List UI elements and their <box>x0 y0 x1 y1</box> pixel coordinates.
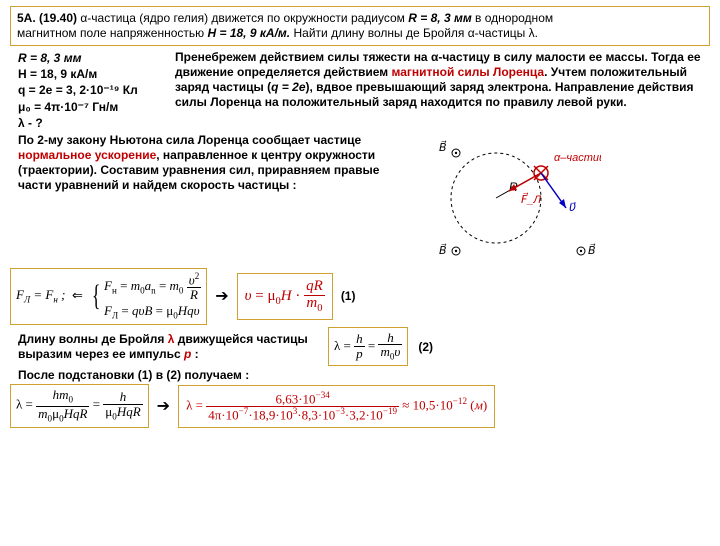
newton-highlight: нормальное ускорение <box>18 148 156 162</box>
given-and-explanation-row: R = 8, 3 мм H = 18, 9 кА/м q = 2e = 3, 2… <box>18 50 710 131</box>
svg-text:B⃗: B⃗ <box>439 243 447 257</box>
problem-statement: 5А. (19.40) α-частица (ядро гелия) движе… <box>10 6 710 46</box>
circular-motion-diagram: α–частица R F⃗_Л υ⃗ B⃗ B⃗ B⃗ <box>421 133 601 263</box>
problem-h: H = 18, 9 кА/м. <box>207 26 290 40</box>
de-broglie-text: Длину волны де Бройля λ движущейся части… <box>18 332 318 362</box>
arrow-icon-2: ➔ <box>157 396 170 416</box>
newton-text: По 2-му закону Ньютона сила Лоренца сооб… <box>18 133 413 193</box>
eq3-left: λ = hm0m0μ0HqR = hμ0HqR <box>10 384 149 427</box>
problem-text-2b: Найти длину волны де Бройля α-частицы λ. <box>290 26 538 40</box>
svg-text:F⃗_Л: F⃗_Л <box>521 192 541 206</box>
explanation-block: Пренебрежем действием силы тяжести на α-… <box>175 50 710 131</box>
svg-text:B⃗: B⃗ <box>439 140 447 154</box>
expl-1f: q = 2e <box>271 80 305 94</box>
problem-text-1a: α-частица (ядро гелия) движется по окруж… <box>77 11 408 25</box>
diagram: α–частица R F⃗_Л υ⃗ B⃗ B⃗ B⃗ <box>421 133 601 266</box>
db-1: Длину волны де Бройля <box>18 332 168 346</box>
problem-r: R = 8, 3 мм <box>408 11 471 25</box>
eq2: λ = hp = hm0υ <box>328 327 408 367</box>
given-block: R = 8, 3 мм H = 18, 9 кА/м q = 2e = 3, 2… <box>18 50 163 131</box>
substitution-text: После подстановки (1) в (2) получаем : <box>18 368 710 382</box>
problem-text-2a: магнитном поле напряженностью <box>17 26 207 40</box>
arrow-icon: ➔ <box>215 286 228 306</box>
de-broglie-row: Длину волны де Бройля λ движущейся части… <box>18 327 710 367</box>
given-q: q = 2e = 3, 2·10⁻¹⁹ Кл <box>18 82 163 98</box>
eq1-result: υ = μ0H · qRm0 <box>237 273 333 320</box>
svg-text:α–частица: α–частица <box>554 152 601 164</box>
given-r: R = 8, 3 мм <box>18 50 163 66</box>
problem-text-1b: в однородном <box>472 11 553 25</box>
svg-text:υ⃗: υ⃗ <box>569 200 576 214</box>
newton-1: По 2-му закону Ньютона сила Лоренца сооб… <box>18 133 361 147</box>
given-find: λ - ? <box>18 115 163 131</box>
db-5: : <box>191 347 198 361</box>
equation-row-1: FЛ = Fн ; ⇐ { Fн = m0an = m0 υ2R FЛ = qυ… <box>10 268 720 325</box>
expl-highlight: магнитной силы Лоренца <box>391 65 544 79</box>
eq2-label: (2) <box>418 340 433 354</box>
given-mu0: μ₀ = 4π·10⁻⁷ Гн/м <box>18 99 163 115</box>
eq1-left: FЛ = Fн ; ⇐ { Fн = m0an = m0 υ2R FЛ = qυ… <box>10 268 207 325</box>
eq1-label: (1) <box>341 289 356 303</box>
given-h: H = 18, 9 кА/м <box>18 66 163 82</box>
final-row: λ = hm0m0μ0HqR = hμ0HqR ➔ λ = 6,63·10−34… <box>10 384 710 427</box>
problem-number: 5А. (19.40) <box>17 11 77 25</box>
svg-text:B⃗: B⃗ <box>588 243 596 257</box>
newton-and-diagram-row: По 2-му закону Ньютона сила Лоренца сооб… <box>18 133 710 266</box>
eq3-result: λ = 6,63·10−344π·10−7·18,9·103·8,3·10−3·… <box>178 385 495 428</box>
expl-1a: Пренебрежем действием силы тяжести на <box>175 50 431 64</box>
